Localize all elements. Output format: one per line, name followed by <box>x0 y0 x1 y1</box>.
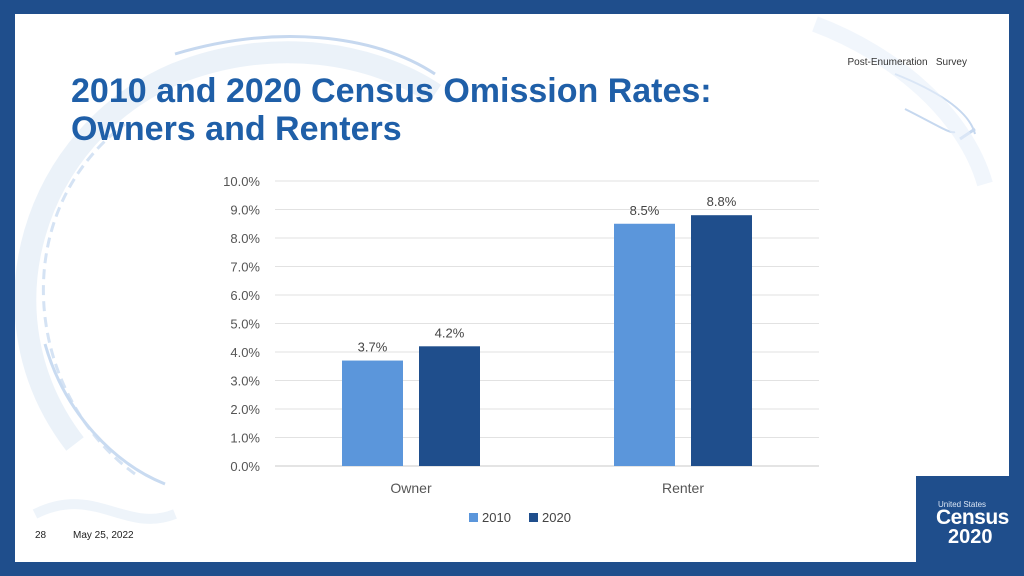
page-title: 2010 and 2020 Census Omission Rates: Own… <box>71 72 831 148</box>
x-category-label-renter: Renter <box>662 480 704 496</box>
legend-label-2020: 2020 <box>542 510 571 525</box>
y-tick-label-3: 3.0% <box>230 374 260 389</box>
bar-renter-2010 <box>614 223 675 466</box>
y-tick-label-5: 5.0% <box>230 317 260 332</box>
title-line-1: 2010 and 2020 Census Omission Rates: <box>71 72 712 110</box>
x-category-label-owner: Owner <box>390 480 432 496</box>
y-tick-label-1: 1.0% <box>230 431 260 446</box>
legend-label-2010: 2010 <box>482 510 511 525</box>
logo-line-3: 2020 <box>948 526 993 548</box>
y-tick-label-0: 0.0% <box>230 459 260 474</box>
data-label-owner-2020: 4.2% <box>435 325 465 340</box>
data-label-renter-2020: 8.8% <box>707 194 737 209</box>
y-tick-label-2: 2.0% <box>230 402 260 417</box>
y-tick-label-10: 10.0% <box>223 174 260 189</box>
y-tick-label-7: 7.0% <box>230 260 260 275</box>
data-label-owner-2010: 3.7% <box>358 340 388 355</box>
slide: Post-Enumeration Survey 2010 and 2020 Ce… <box>15 14 1009 562</box>
section-label: Post-Enumeration Survey <box>847 57 968 68</box>
bar-owner-2020 <box>419 346 480 466</box>
bar-owner-2010 <box>342 360 403 466</box>
legend-swatch-2010 <box>469 513 478 522</box>
data-label-renter-2010: 8.5% <box>630 203 660 218</box>
title-line-2: Owners and Renters <box>71 110 402 148</box>
census-2020-logo: United States Census 2020 <box>916 476 1009 562</box>
legend-swatch-2020 <box>529 513 538 522</box>
y-tick-label-6: 6.0% <box>230 288 260 303</box>
y-tick-label-8: 8.0% <box>230 231 260 246</box>
y-tick-label-4: 4.0% <box>230 345 260 360</box>
bar-renter-2020 <box>691 215 752 466</box>
page-number: 28 <box>35 530 47 541</box>
footer-date: May 25, 2022 <box>73 530 134 541</box>
logo-line-1: United States <box>938 500 987 509</box>
y-tick-label-9: 9.0% <box>230 203 260 218</box>
logo-line-2: Census <box>936 506 1009 529</box>
